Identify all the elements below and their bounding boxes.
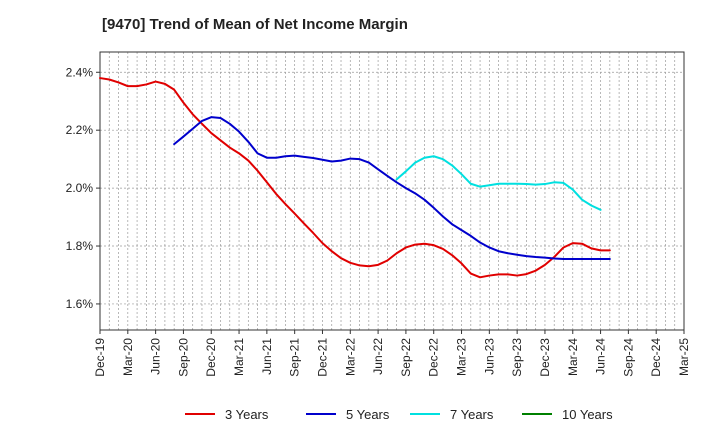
y-tick-label: 1.8% [66,239,94,253]
y-tick-label: 2.0% [66,181,94,195]
x-tick-label: Dec-23 [538,338,552,377]
x-tick-label: Sep-23 [510,338,524,377]
x-tick-label: Sep-21 [288,338,302,377]
series-lines [99,77,611,279]
y-axis-ticks: 1.6% 1.8% 2.0% 2.2% 2.4% [66,65,100,311]
chart-title: [9470] Trend of Mean of Net Income Margi… [102,16,408,33]
x-tick-label: Dec-21 [315,338,329,377]
x-tick-label: Jun-20 [149,338,163,375]
legend-label: 10 Years [562,407,613,422]
x-tick-label: Mar-24 [566,338,580,376]
legend-label: 7 Years [450,407,494,422]
x-tick-label: Mar-25 [677,338,691,376]
legend: 3 Years 5 Years 7 Years 10 Years [185,407,613,422]
x-axis-ticks: Dec-19 Mar-20 Jun-20 Sep-20 Dec-20 Mar-21 Jun-… [93,330,691,377]
x-tick-label: Jun-22 [371,338,385,375]
y-tick-label: 2.2% [66,123,94,137]
plot-area [99,51,685,331]
x-tick-label: Mar-23 [455,338,469,376]
y-tick-label: 2.4% [66,65,94,79]
x-tick-label: Mar-21 [232,338,246,376]
x-tick-label: Dec-24 [649,338,663,377]
x-tick-label: Mar-20 [121,338,135,376]
x-tick-label: Sep-22 [399,338,413,377]
y-tick-label: 1.6% [66,297,94,311]
legend-label: 5 Years [346,407,390,422]
series-line-5-years [173,116,611,261]
x-tick-label: Dec-20 [204,338,218,377]
x-tick-label: Jun-21 [260,338,274,375]
x-tick-label: Sep-20 [176,338,190,377]
x-tick-label: Dec-19 [93,338,107,377]
x-tick-label: Sep-24 [621,338,635,377]
legend-label: 3 Years [225,407,269,422]
x-tick-label: Mar-22 [343,338,357,376]
x-tick-label: Jun-24 [594,338,608,375]
grid-lines [100,52,684,330]
x-tick-label: Jun-23 [482,338,496,375]
series-line-3-years [99,77,611,279]
x-tick-label: Dec-22 [427,338,441,377]
series-line-7-years [395,155,602,211]
